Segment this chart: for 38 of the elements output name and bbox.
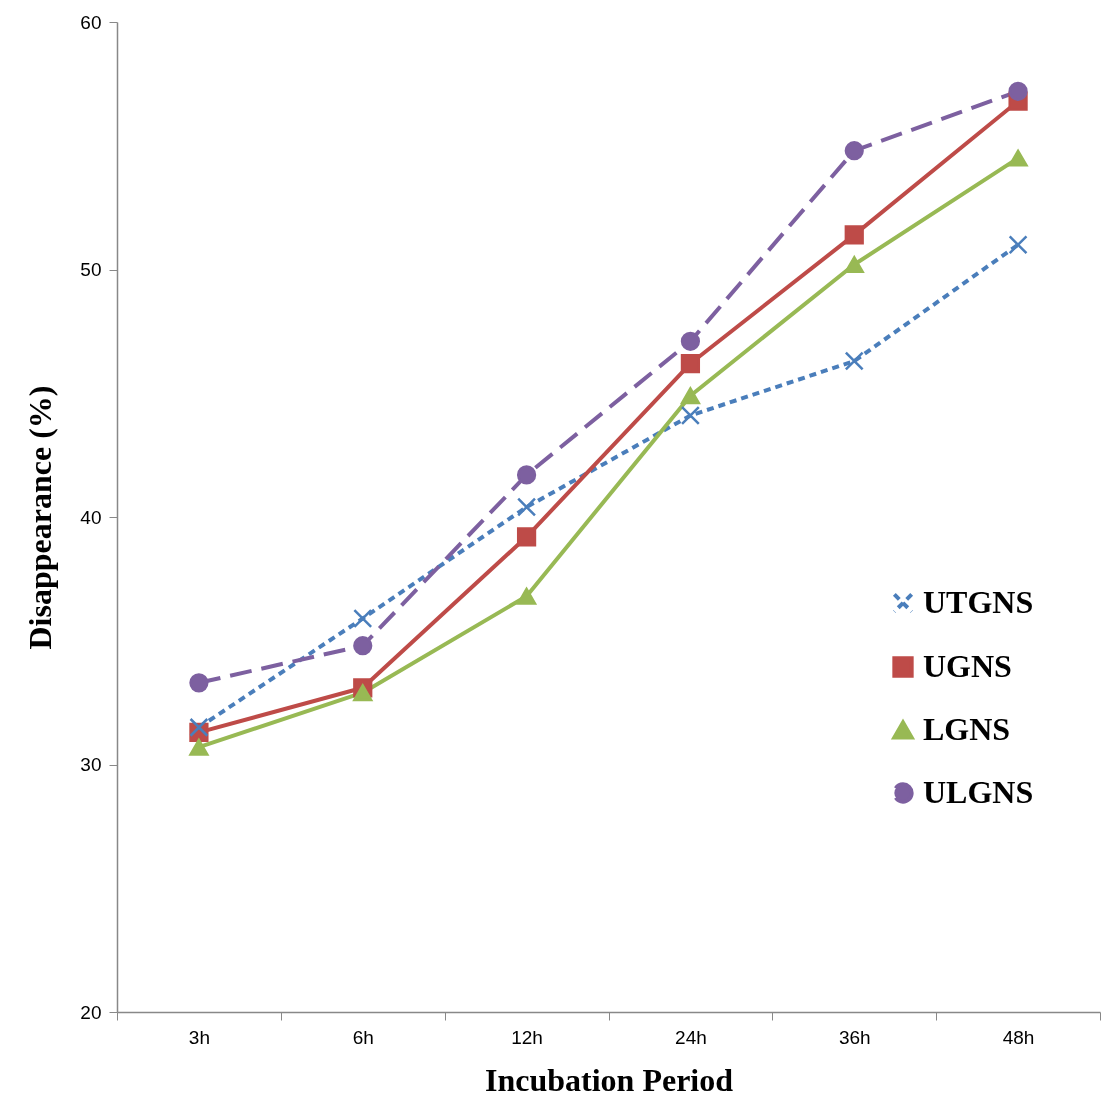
y-tick-label: 40 [80, 506, 102, 528]
x-tick-label: 36h [838, 1026, 871, 1048]
point [353, 636, 373, 656]
legend-label: UGNS [923, 648, 1012, 684]
point [680, 405, 701, 426]
x-tick-label: 12h [511, 1026, 543, 1048]
point [844, 225, 864, 245]
point [680, 331, 701, 351]
point [353, 608, 373, 629]
point [516, 465, 537, 485]
y-axis-title: Disappearance (%) [22, 385, 59, 650]
point [844, 351, 864, 371]
x-tick-label: 6h [352, 1026, 374, 1048]
point [516, 527, 537, 547]
point [516, 587, 537, 605]
x-axis-title: Incubation Period [484, 1061, 734, 1098]
point [189, 738, 209, 756]
point [844, 141, 864, 161]
y-tick-label: 30 [80, 754, 102, 775]
point [516, 497, 537, 517]
point [189, 717, 209, 737]
point [1008, 149, 1028, 167]
legend-label: LGNS [923, 711, 1011, 747]
x-tick-label: 48h [1002, 1026, 1035, 1048]
point [680, 353, 701, 374]
y-tick-label: 20 [80, 1001, 102, 1023]
point [844, 256, 864, 274]
x-tick-label: 24h [675, 1026, 707, 1048]
legend-label: UTGNS [923, 584, 1034, 620]
point [680, 387, 701, 405]
point [189, 673, 209, 693]
legend-label: ULGNS [923, 774, 1034, 810]
y-tick-label: 60 [80, 11, 102, 33]
y-tick-label: 50 [80, 259, 102, 280]
point [1008, 235, 1028, 255]
x-tick-label: 3h [188, 1026, 210, 1048]
point [1008, 81, 1028, 101]
point [353, 684, 373, 702]
